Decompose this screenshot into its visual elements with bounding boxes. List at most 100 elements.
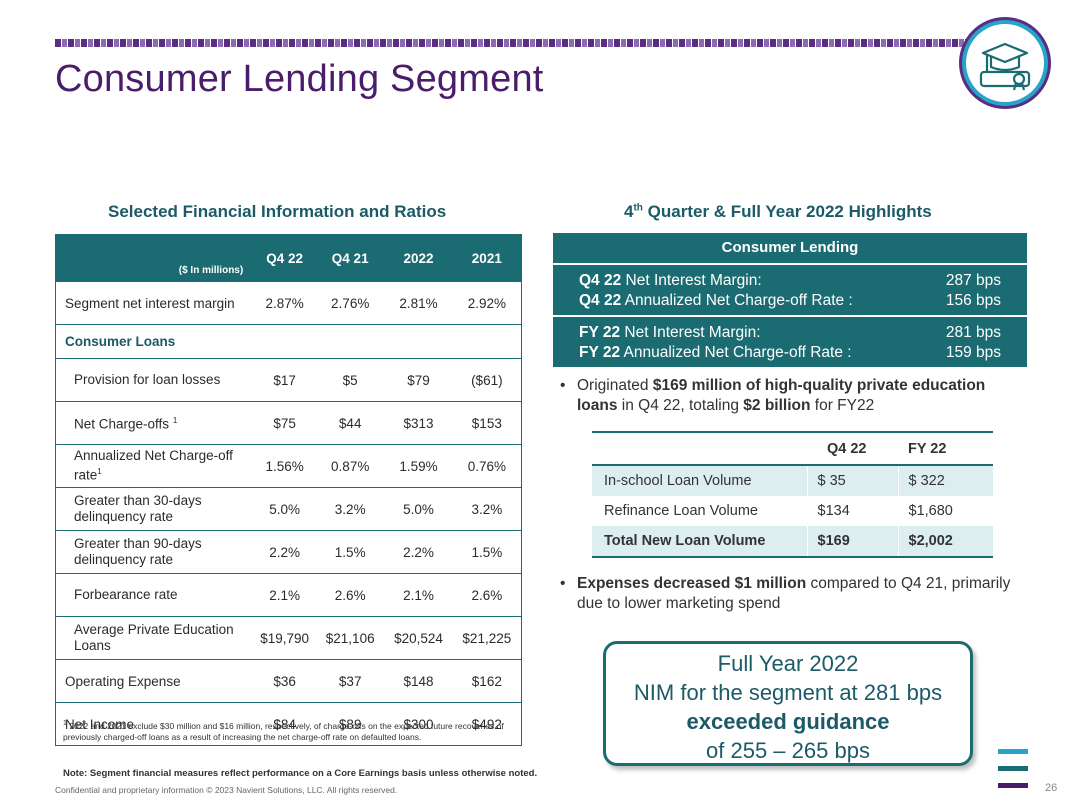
cell: $75: [253, 401, 317, 445]
callout-line: Full Year 2022: [717, 651, 859, 676]
table-header-row: Q4 22 FY 22: [592, 431, 993, 466]
footnote: 1 2022 and 2021 exclude $30 million and …: [63, 718, 523, 743]
bullet-text: Expenses decreased $1 million compared t…: [577, 574, 1017, 614]
confidential-footer: Confidential and proprietary information…: [55, 785, 398, 795]
bold-run: $2 billion: [743, 397, 811, 414]
callout-line: NIM for the segment at 281 bps: [633, 680, 943, 705]
financial-ratios-table: ($ In millions) Q4 22 Q4 21 2022 2021 Se…: [55, 234, 522, 746]
q4-metrics-block: Q4 22 Net Interest Margin: 287 bps Q4 22…: [553, 265, 1027, 317]
cell: $ 35: [806, 465, 898, 496]
cell: $153: [452, 401, 522, 445]
table-row: Average Private Education Loans $19,790 …: [55, 616, 522, 660]
cell: ($61): [452, 358, 522, 402]
section-row: Consumer Loans: [55, 324, 522, 359]
row-label-cell: Net Charge-offs 1: [55, 401, 254, 445]
column-header: [592, 431, 807, 466]
metric-period: FY 22: [579, 324, 621, 341]
cell: $21,225: [452, 616, 522, 660]
cell: $162: [452, 659, 522, 703]
column-header: Q4 22: [807, 431, 898, 466]
text-run: Originated: [577, 377, 653, 394]
row-label: Forbearance rate: [55, 573, 254, 617]
metric-period: FY 22: [579, 344, 621, 361]
bullet-text: Originated $169 million of high-quality …: [577, 376, 1017, 416]
cell: 2.92%: [452, 282, 522, 325]
metric-text: Annualized Net Charge-off Rate :: [620, 344, 852, 361]
metric-text: Net Interest Margin:: [621, 272, 762, 289]
text-run: for FY22: [810, 397, 875, 414]
cell: 3.2%: [452, 487, 522, 531]
cell: $19,790: [253, 616, 317, 660]
unit-label: ($ In millions): [55, 234, 254, 282]
table-header-row: ($ In millions) Q4 22 Q4 21 2022 2021: [55, 234, 522, 282]
row-label: Net Charge-offs: [74, 416, 170, 432]
cell: 1.56%: [253, 444, 317, 488]
callout-line: of 255 – 265 bps: [706, 738, 870, 763]
metric-text: Net Interest Margin:: [620, 324, 761, 341]
consumer-lending-box: Consumer Lending Q4 22 Net Interest Marg…: [553, 233, 1027, 367]
cell: 2.1%: [384, 573, 453, 617]
bullet-dot: •: [560, 377, 566, 394]
table-row: Refinance Loan Volume $134 $1,680: [592, 496, 993, 526]
decorative-stripe: [998, 749, 1028, 754]
cell: $169: [806, 526, 898, 558]
column-header: FY 22: [898, 431, 993, 466]
highlights-heading: 4th Quarter & Full Year 2022 Highlights: [624, 202, 932, 222]
decorative-stripe: [998, 766, 1028, 771]
bullet-dot: •: [560, 575, 566, 592]
metric-row: FY 22 Net Interest Margin: 281 bps: [579, 323, 1001, 343]
table-row: Net Charge-offs 1 $75 $44 $313 $153: [55, 401, 522, 445]
footnote-marker: 1: [63, 719, 67, 727]
row-label-cell: Annualized Net Charge-off rate1: [55, 444, 254, 488]
column-header: 2022: [384, 234, 453, 282]
cell: $84: [253, 702, 317, 746]
row-label: Operating Expense: [55, 659, 254, 703]
cell: 5.0%: [384, 487, 453, 531]
heading-number: 4: [624, 202, 634, 221]
callout-emphasis: exceeded guidance: [686, 709, 890, 734]
loan-volume-table: Q4 22 FY 22 In-school Loan Volume $ 35 $…: [592, 431, 993, 558]
consumer-lending-title: Consumer Lending: [553, 233, 1027, 265]
decorative-stripe: [998, 783, 1028, 788]
cell: 0.87%: [316, 444, 385, 488]
row-label: Average Private Education Loans: [55, 616, 254, 660]
cell: $21,106: [316, 616, 385, 660]
row-label: Annualized Net Charge-off rate: [74, 448, 233, 483]
section-label: Consumer Loans: [55, 324, 522, 359]
cell: $44: [316, 401, 385, 445]
table-row: Segment net interest margin 2.87% 2.76% …: [55, 282, 522, 325]
row-label: Segment net interest margin: [55, 282, 254, 325]
metric-value: 281 bps: [945, 324, 1001, 341]
cell: $148: [384, 659, 453, 703]
metric-text: Annualized Net Charge-off Rate :: [621, 292, 853, 309]
cell: 2.6%: [316, 573, 385, 617]
cell: 1.5%: [452, 530, 522, 574]
metric-row: Q4 22 Annualized Net Charge-off Rate : 1…: [579, 291, 1001, 311]
table-row: Annualized Net Charge-off rate1 1.56% 0.…: [55, 444, 522, 488]
bold-run: $169 million of high-quality private edu…: [577, 377, 986, 414]
table-row: Provision for loan losses $17 $5 $79 ($6…: [55, 358, 522, 402]
cell: 0.76%: [452, 444, 522, 488]
cell: $134: [806, 496, 898, 526]
table-row: Net Income $84 $89 $300 $492: [55, 702, 522, 746]
bold-run: Expenses decreased $1 million: [577, 575, 807, 592]
metric-row: FY 22 Annualized Net Charge-off Rate : 1…: [579, 343, 1001, 363]
metric-value: 159 bps: [945, 344, 1001, 361]
cell: $17: [253, 358, 317, 402]
metric-label: Q4 22 Net Interest Margin:: [579, 271, 762, 291]
cell: $37: [316, 659, 385, 703]
header-dotted-rule: [55, 39, 990, 47]
text-run: compared to Q4 21, primarily due to lowe…: [577, 575, 1011, 612]
cell: 2.81%: [384, 282, 453, 325]
cell: 2.1%: [253, 573, 317, 617]
row-label: Provision for loan losses: [55, 358, 254, 402]
cell: $2,002: [897, 526, 993, 558]
metric-value: 287 bps: [945, 272, 1001, 289]
fy-metrics-block: FY 22 Net Interest Margin: 281 bps FY 22…: [553, 317, 1027, 367]
cell: 5.0%: [253, 487, 317, 531]
heading-ordinal: th: [633, 202, 643, 214]
footnote-marker: 1: [172, 416, 178, 426]
cell: $79: [384, 358, 453, 402]
table-row: In-school Loan Volume $ 35 $ 322: [592, 465, 993, 496]
cell: $ 322: [897, 465, 993, 496]
